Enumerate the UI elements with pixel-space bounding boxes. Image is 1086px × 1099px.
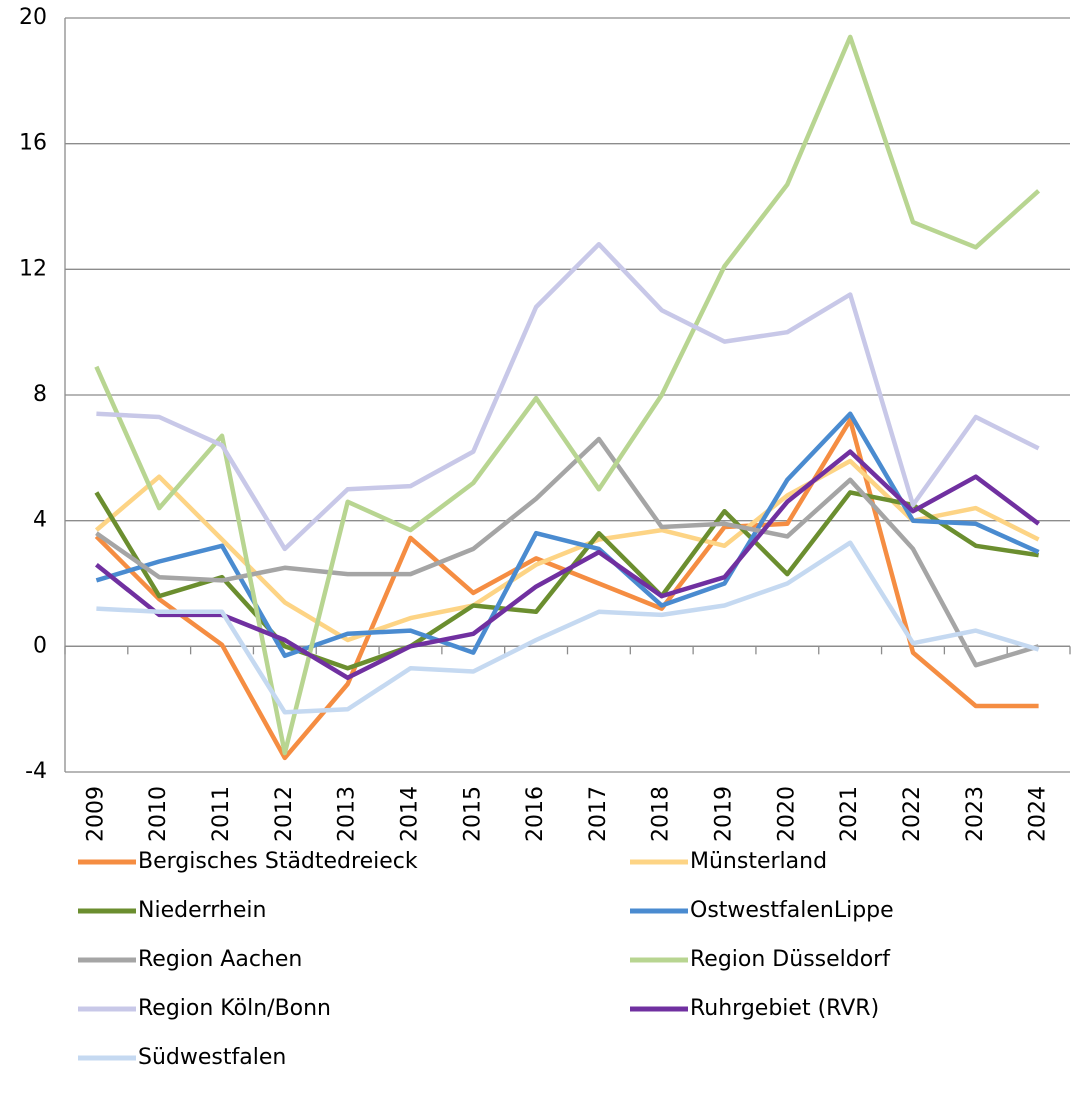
x-tick-label: 2019 (712, 786, 737, 842)
x-tick-label: 2020 (774, 786, 799, 842)
series-line (96, 241, 1040, 552)
series-line (94, 458, 1040, 643)
legend-label: Münsterland (690, 849, 827, 874)
y-tick-label: 16 (19, 131, 47, 156)
x-tick-label: 2015 (460, 786, 485, 842)
series-line (95, 436, 1040, 668)
x-tick-label: 2022 (900, 786, 925, 842)
legend-label: Region Düsseldorf (690, 947, 891, 972)
series-line (94, 34, 1041, 756)
x-tick-label: 2011 (209, 786, 234, 842)
x-tick-label: 2014 (397, 786, 422, 842)
y-tick-label: 0 (33, 633, 47, 658)
x-tick-label: 2023 (963, 786, 988, 842)
series-line (96, 540, 1040, 715)
legend-label: Region Aachen (138, 947, 302, 972)
y-tick-label: 4 (33, 508, 47, 533)
legend-label: Niederrhein (138, 898, 266, 923)
x-tick-label: 2013 (335, 786, 360, 842)
x-tick-label: 2024 (1026, 786, 1051, 842)
legend-label: Südwestfalen (138, 1045, 286, 1070)
legend-label: Ruhrgebiet (RVR) (690, 996, 879, 1021)
y-tick-label: 8 (33, 382, 47, 407)
series-line (94, 449, 1040, 681)
x-tick-label: 2021 (837, 786, 862, 842)
legend-label: Bergisches Städtedreieck (138, 849, 418, 874)
x-tick-label: 2018 (649, 786, 674, 842)
y-tick-label: 12 (19, 256, 47, 281)
series-line (94, 490, 1039, 671)
x-tick-label: 2012 (272, 786, 297, 842)
legend-label: Region Köln/Bonn (138, 996, 331, 1021)
x-tick-label: 2016 (523, 786, 548, 842)
legend-label: OstwestfalenLippe (690, 898, 894, 923)
x-tick-label: 2009 (83, 786, 108, 842)
x-tick-label: 2010 (146, 786, 171, 842)
x-tick-label: 2017 (586, 786, 611, 842)
y-tick-label: 20 (19, 5, 47, 30)
y-tick-label: -4 (25, 759, 47, 784)
